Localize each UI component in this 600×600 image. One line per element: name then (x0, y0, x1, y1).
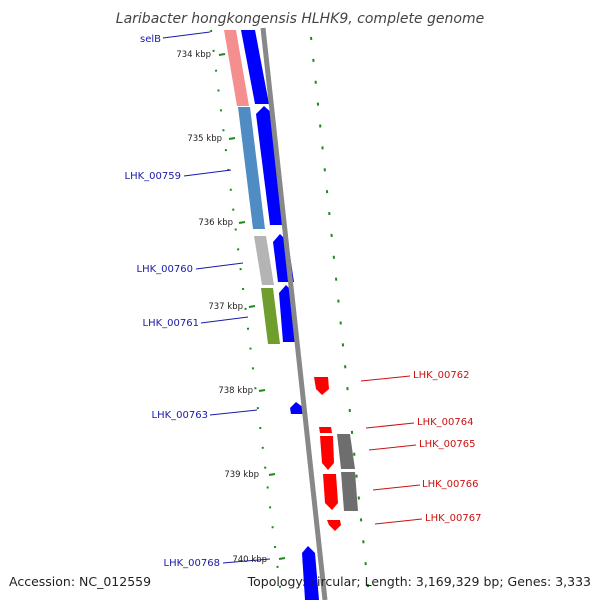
tick-mark (228, 137, 236, 140)
tick-mark (258, 389, 266, 392)
map-title: Laribacter hongkongensis HLHK9, complete… (116, 11, 484, 27)
tick-label: 734 kbp (176, 50, 211, 60)
gene-arrow-lhk00762 (314, 377, 329, 395)
tick-mark (248, 305, 256, 308)
leader-selb (162, 31, 211, 39)
tick-label: 740 kbp (232, 555, 267, 565)
gene-arrow-lhk00764 (319, 427, 332, 433)
forward-gene-labels: selB LHK_00759 LHK_00760 LHK_00761 LHK_0… (125, 34, 220, 569)
tick-label: 737 kbp (208, 302, 243, 312)
gray-block-1 (337, 434, 355, 469)
gene-label-lhk00759[interactable]: LHK_00759 (125, 171, 181, 182)
cog-blocks (224, 30, 280, 344)
gene-arrow-lhk00759 (256, 106, 286, 225)
leader-lhk00760 (195, 262, 244, 270)
gene-label-lhk00764[interactable]: LHK_00764 (417, 417, 473, 428)
gene-label-lhk00762[interactable]: LHK_00762 (413, 370, 469, 381)
tick-mark (218, 53, 226, 56)
leader-lhk00765 (368, 444, 417, 451)
tick-mark (238, 221, 246, 224)
tick-label: 735 kbp (187, 134, 222, 144)
leader-lhk00766 (372, 484, 421, 491)
gene-arrow-lhk00763 (290, 402, 305, 414)
gray-blocks (337, 434, 358, 511)
forward-gene-arrows (241, 30, 319, 600)
tick-label: 736 kbp (198, 218, 233, 228)
tick-mark (278, 557, 286, 560)
gene-label-lhk00768[interactable]: LHK_00768 (164, 558, 220, 569)
gray-block-2 (341, 472, 358, 511)
gene-label-lhk00760[interactable]: LHK_00760 (137, 264, 193, 275)
leader-lhk00759 (183, 169, 232, 177)
reverse-gene-labels: LHK_00762 LHK_00764 LHK_00765 LHK_00766 … (413, 370, 481, 524)
gene-arrow-lhk00768 (302, 546, 319, 600)
cog-block-steelblue (238, 107, 265, 229)
gene-label-lhk00763[interactable]: LHK_00763 (152, 410, 208, 421)
gene-label-lhk00766[interactable]: LHK_00766 (422, 479, 478, 490)
cog-block-olive (261, 288, 280, 344)
gene-arrow-lhk00767 (327, 520, 341, 531)
cog-block-pink (224, 30, 249, 106)
topology-text: Topology: circular; Length: 3,169,329 bp… (247, 574, 591, 589)
tick-mark (268, 473, 276, 476)
leader-lhk00764 (365, 422, 415, 429)
accession-text: Accession: NC_012559 (9, 574, 151, 589)
leader-lhk00761 (200, 316, 249, 324)
cog-block-gray (254, 236, 274, 285)
leader-lhk00763 (209, 409, 258, 416)
sequence-backbone (260, 27, 328, 600)
gene-arrow-selb (241, 30, 269, 104)
gene-arrow-lhk00765 (320, 436, 334, 470)
label-leaders (162, 31, 423, 564)
tick-label: 738 kbp (218, 386, 253, 396)
gene-label-lhk00761[interactable]: LHK_00761 (143, 318, 199, 329)
reverse-gene-arrows (314, 377, 341, 531)
leader-lhk00767 (374, 518, 423, 525)
tick-marks (218, 53, 286, 560)
gene-arrow-lhk00766 (323, 474, 338, 510)
gene-label-selb[interactable]: selB (140, 34, 161, 45)
leader-lhk00762 (360, 375, 411, 382)
inner-tick-ring (310, 36, 370, 597)
gene-label-lhk00765[interactable]: LHK_00765 (419, 439, 475, 450)
gene-label-lhk00767[interactable]: LHK_00767 (425, 513, 481, 524)
leader-lhk00768 (222, 558, 271, 564)
tick-labels: 734 kbp 735 kbp 736 kbp 737 kbp 738 kbp … (176, 50, 267, 565)
tick-label: 739 kbp (224, 470, 259, 480)
